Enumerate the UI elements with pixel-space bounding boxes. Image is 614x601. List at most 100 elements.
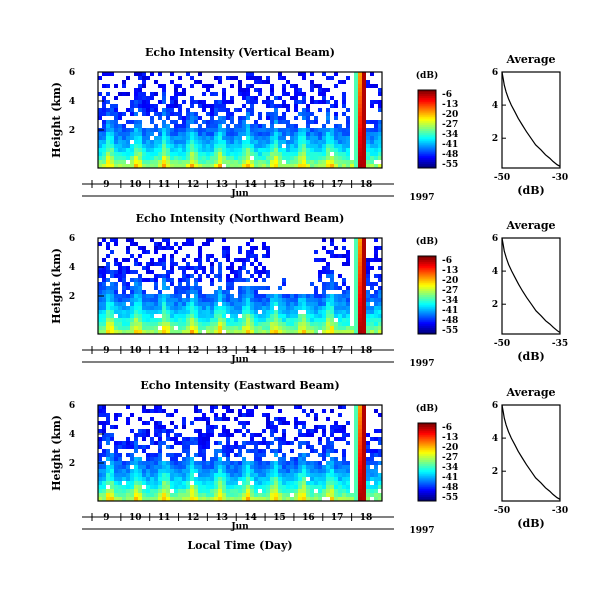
heatmap-cell xyxy=(294,298,298,302)
heatmap-cell xyxy=(254,286,258,290)
heatmap-cell xyxy=(146,96,150,100)
heatmap-cell xyxy=(118,473,122,477)
heatmap-cell xyxy=(194,148,198,152)
heatmap-cell xyxy=(162,326,166,330)
heatmap-cell xyxy=(258,497,262,501)
colorbar-swatch xyxy=(418,436,436,440)
heatmap-cell xyxy=(362,445,366,449)
heatmap-cell xyxy=(258,457,262,461)
heatmap-cell xyxy=(138,489,142,493)
heatmap-cell xyxy=(282,489,286,493)
heatmap-cell xyxy=(206,238,210,242)
heatmap-cell xyxy=(198,409,202,413)
panel-2: Echo Intensity (Northward Beam)Height (k… xyxy=(50,212,568,369)
heatmap-cell xyxy=(314,449,318,453)
heatmap-cell xyxy=(250,148,254,152)
heatmap-cell xyxy=(270,497,274,501)
heatmap-cell xyxy=(122,302,126,306)
heatmap-cell xyxy=(238,116,242,120)
heatmap-cell xyxy=(142,164,146,168)
heatmap-cell xyxy=(266,473,270,477)
heatmap-cell xyxy=(274,112,278,116)
heatmap-cell xyxy=(378,493,382,497)
heatmap-cell xyxy=(242,469,246,473)
heatmap-cell xyxy=(358,481,362,485)
heatmap-cell xyxy=(102,314,106,318)
heatmap-cell xyxy=(374,306,378,310)
heatmap-cell xyxy=(274,156,278,160)
heatmap-cell xyxy=(270,120,274,124)
heatmap-cell xyxy=(198,433,202,437)
heatmap-cell xyxy=(318,294,322,298)
colorbar-tick-label: -41 xyxy=(442,140,458,150)
heatmap-cell xyxy=(290,302,294,306)
heatmap-cell xyxy=(374,473,378,477)
colorbar-swatch xyxy=(418,281,436,284)
heatmap-cell xyxy=(358,262,362,266)
heatmap-cell xyxy=(234,140,238,144)
heatmap-cell xyxy=(246,449,250,453)
heatmap-cell xyxy=(270,294,274,298)
heatmap-cell xyxy=(110,310,114,314)
heatmap-cell xyxy=(306,493,310,497)
heatmap-cell xyxy=(322,318,326,322)
profile-x-tick-label: -30 xyxy=(552,173,568,183)
heatmap-cell xyxy=(162,100,166,104)
heatmap-cell xyxy=(166,140,170,144)
heatmap-cell xyxy=(134,160,138,164)
heatmap-cell xyxy=(190,144,194,148)
heatmap-cell xyxy=(182,258,186,262)
heatmap-cell xyxy=(290,326,294,330)
heatmap-cell xyxy=(122,310,126,314)
heatmap-cell xyxy=(142,132,146,136)
heatmap-cell xyxy=(134,120,138,124)
heatmap-cell xyxy=(118,322,122,326)
heatmap-cell xyxy=(362,302,366,306)
heatmap-cell xyxy=(130,148,134,152)
heatmap-cell xyxy=(210,302,214,306)
heatmap-cell xyxy=(230,140,234,144)
heatmap-cell xyxy=(226,469,230,473)
colorbar-swatch xyxy=(418,107,436,110)
heatmap-cell xyxy=(138,136,142,140)
heatmap-cell xyxy=(262,413,266,417)
heatmap-cell xyxy=(270,104,274,108)
heatmap-cell xyxy=(198,80,202,84)
colorbar-swatch xyxy=(418,460,436,463)
heatmap-cell xyxy=(142,92,146,96)
heatmap-cell xyxy=(290,152,294,156)
heatmap-cell xyxy=(170,96,174,100)
heatmap-cell xyxy=(362,453,366,457)
heatmap-cell xyxy=(162,148,166,152)
time-tick-label: 16 xyxy=(302,513,315,523)
heatmap-cell xyxy=(126,258,130,262)
colorbar-tick-label: -27 xyxy=(442,120,458,130)
profile-y-tick-label: 4 xyxy=(492,101,498,111)
heatmap-cell xyxy=(358,246,362,250)
heatmap-cell xyxy=(282,497,286,501)
heatmap-cell xyxy=(306,140,310,144)
time-tick-label: 9 xyxy=(103,513,109,523)
heatmap-cell xyxy=(190,326,194,330)
heatmap-cell xyxy=(354,72,358,76)
heatmap-cell xyxy=(150,481,154,485)
heatmap-cell xyxy=(206,84,210,88)
heatmap-cell xyxy=(298,132,302,136)
heatmap-cell xyxy=(366,310,370,314)
heatmap-cell xyxy=(182,314,186,318)
heatmap-cell xyxy=(202,441,206,445)
heatmap-cell xyxy=(126,441,130,445)
heatmap-y-tick-label: 2 xyxy=(69,292,75,302)
heatmap-cell xyxy=(190,461,194,465)
heatmap-cell xyxy=(378,152,382,156)
colorbar-swatch xyxy=(418,130,436,134)
heatmap-cell xyxy=(202,489,206,493)
heatmap-cell xyxy=(186,449,190,453)
heatmap-cell xyxy=(342,302,346,306)
heatmap-cell xyxy=(266,104,270,108)
heatmap-cell xyxy=(274,144,278,148)
heatmap-cell xyxy=(194,164,198,168)
heatmap-cell xyxy=(182,116,186,120)
colorbar-swatch xyxy=(418,93,436,97)
heatmap-cell xyxy=(366,493,370,497)
